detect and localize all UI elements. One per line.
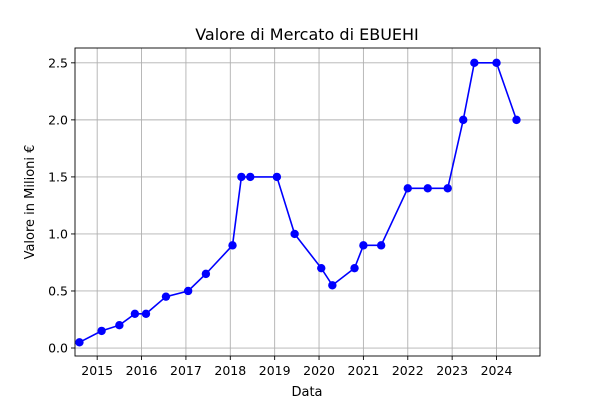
y-tick-label: 2.0 <box>48 112 68 127</box>
data-point <box>328 281 337 290</box>
data-point <box>350 263 359 273</box>
series-line <box>79 62 518 344</box>
x-tick-label: 2019 <box>259 363 291 378</box>
data-point <box>246 172 255 182</box>
data-point <box>317 263 326 273</box>
data-point <box>423 184 432 193</box>
data-point <box>141 309 151 318</box>
x-tick-label: 2016 <box>126 363 158 378</box>
data-point <box>228 241 237 250</box>
data-point <box>161 292 171 301</box>
x-tick-label: 2018 <box>214 363 246 378</box>
data-point <box>183 286 193 296</box>
y-tick-label: 0.5 <box>48 283 68 298</box>
x-tick-label: 2015 <box>81 363 113 378</box>
data-point <box>75 338 84 347</box>
data-point <box>272 172 282 182</box>
y-tick-label: 1.5 <box>48 169 68 184</box>
data-point <box>512 115 521 125</box>
y-tick-label: 0.0 <box>48 341 68 356</box>
x-axis-ticks: 2015 2016 2017 2018 2019 2020 2021 2022 2023 2024 <box>81 356 512 378</box>
data-point <box>237 172 246 182</box>
series-layer <box>75 58 521 347</box>
data-point <box>403 184 412 193</box>
data-point <box>459 115 468 125</box>
y-axis-title: Valore in Milioni € <box>23 145 38 260</box>
data-point <box>359 241 368 250</box>
x-tick-label: 2024 <box>481 363 513 378</box>
x-tick-label: 2022 <box>392 363 424 378</box>
x-axis-title: Data <box>291 385 322 400</box>
y-tick-label: 1.0 <box>48 226 68 241</box>
data-point <box>97 326 106 336</box>
grid-lines <box>75 48 540 356</box>
data-point <box>130 309 140 318</box>
data-point <box>201 269 211 279</box>
data-point <box>470 58 479 68</box>
x-tick-label: 2023 <box>436 363 468 378</box>
data-point <box>115 321 124 330</box>
y-tick-label: 2.5 <box>48 55 68 70</box>
plot-frame <box>74 47 541 357</box>
x-tick-label: 2021 <box>348 363 380 378</box>
chart-title: Valore di Mercato di EBUEHI <box>195 25 419 44</box>
x-tick-label: 2020 <box>303 363 335 378</box>
data-point <box>290 229 299 239</box>
data-point <box>443 184 452 193</box>
data-point <box>376 241 386 250</box>
x-tick-label: 2017 <box>170 363 202 378</box>
y-axis-ticks: 0.0 0.5 1.0 1.5 2.0 2.5 <box>48 55 75 356</box>
data-point <box>492 58 501 68</box>
